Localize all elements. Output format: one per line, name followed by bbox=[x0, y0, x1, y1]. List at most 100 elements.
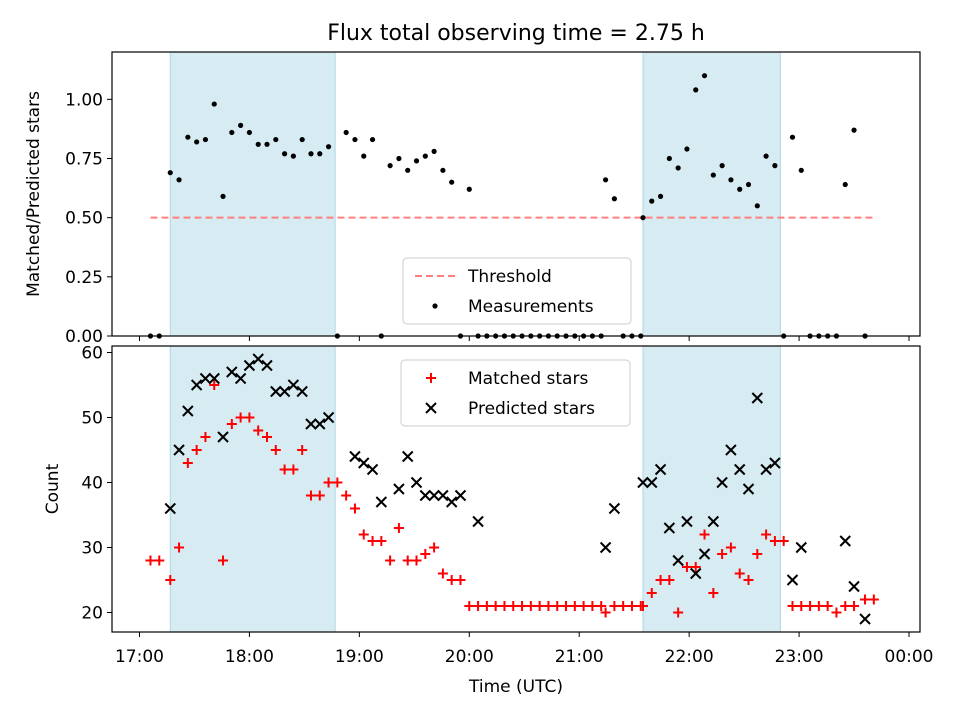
measurement-point bbox=[361, 153, 367, 159]
matched-point bbox=[367, 536, 378, 546]
measurement-point bbox=[308, 151, 314, 157]
measurement-point bbox=[431, 148, 437, 154]
matched-point bbox=[708, 588, 719, 598]
matched-point bbox=[235, 412, 246, 423]
x-tick-label: 19:00 bbox=[335, 647, 384, 667]
predicted-point bbox=[419, 489, 432, 502]
matched-point bbox=[664, 575, 675, 585]
matched-point bbox=[690, 562, 701, 572]
matched-point bbox=[578, 601, 589, 611]
measurement-point bbox=[611, 196, 617, 202]
measurement-point bbox=[273, 136, 279, 143]
matched-point bbox=[262, 432, 273, 442]
matched-point bbox=[323, 477, 334, 488]
measurement-point bbox=[176, 177, 182, 183]
matched-point bbox=[552, 601, 563, 611]
y-axis-label: Count bbox=[43, 463, 63, 514]
axes-frame bbox=[111, 51, 921, 337]
measurement-point bbox=[325, 144, 332, 150]
predicted-point bbox=[270, 385, 282, 398]
matched-point bbox=[376, 536, 387, 546]
measurement-point bbox=[396, 155, 402, 162]
matched-point bbox=[154, 555, 165, 566]
matched-point bbox=[305, 490, 316, 501]
matched-point bbox=[778, 536, 789, 546]
matched-point bbox=[609, 601, 620, 611]
measurement-point bbox=[763, 153, 769, 159]
measurement-point bbox=[185, 134, 191, 140]
matched-point bbox=[270, 445, 281, 455]
matched-point bbox=[209, 380, 220, 390]
measurement-point bbox=[772, 163, 778, 169]
measurement-point bbox=[194, 139, 200, 145]
y-tick-label: 60 bbox=[81, 344, 103, 364]
predicted-point bbox=[454, 489, 467, 502]
predicted-point bbox=[725, 444, 737, 456]
matched-point bbox=[508, 601, 519, 611]
y-tick-label: 40 bbox=[81, 474, 103, 494]
matched-point bbox=[840, 601, 851, 611]
measurement-point bbox=[246, 129, 253, 136]
matched-point bbox=[646, 588, 657, 598]
matched-point bbox=[393, 523, 404, 533]
predicted-point bbox=[599, 541, 612, 554]
axes-frame bbox=[111, 345, 921, 633]
matched-point bbox=[481, 601, 492, 611]
predicted-point bbox=[839, 535, 851, 547]
predicted-point bbox=[173, 444, 185, 456]
matched-point bbox=[743, 575, 754, 585]
matched-point bbox=[831, 607, 842, 618]
matched-point bbox=[288, 464, 299, 475]
matched-point bbox=[244, 412, 255, 423]
matched-point bbox=[182, 458, 193, 468]
predicted-point bbox=[278, 385, 291, 398]
x-tick-label: 20:00 bbox=[445, 647, 494, 667]
shaded-span bbox=[642, 345, 781, 633]
matched-point bbox=[796, 601, 807, 611]
predicted-point bbox=[786, 574, 799, 586]
legend-predicted-swatch bbox=[425, 402, 437, 414]
measurement-point bbox=[657, 193, 664, 199]
matched-point bbox=[464, 601, 475, 611]
top-panel: 0.00 0.25 0.50 0.75 1.00 Matched/Predicted st… bbox=[24, 51, 921, 347]
predicted-point bbox=[393, 483, 405, 495]
measurement-point bbox=[440, 167, 446, 173]
predicted-point bbox=[358, 457, 370, 469]
predicted-point bbox=[707, 515, 720, 528]
matched-point bbox=[655, 575, 666, 585]
legend-measurement-label: Measurements bbox=[468, 297, 594, 317]
matched-point bbox=[673, 607, 684, 618]
matched-point bbox=[411, 555, 422, 566]
matched-point bbox=[699, 529, 710, 540]
predicted-point bbox=[751, 392, 764, 404]
matched-point bbox=[145, 555, 156, 566]
matched-point bbox=[253, 425, 264, 436]
predicted-point bbox=[795, 541, 807, 554]
predicted-point bbox=[261, 359, 273, 372]
predicted-point bbox=[243, 359, 256, 372]
predicted-point bbox=[734, 463, 746, 476]
y-tick-label: 0.25 bbox=[65, 268, 103, 288]
predicted-point bbox=[375, 496, 388, 508]
measurement-point bbox=[693, 87, 699, 93]
matched-point bbox=[569, 601, 580, 611]
matched-point bbox=[805, 601, 816, 611]
predicted-point bbox=[234, 372, 247, 385]
measurement-point bbox=[290, 153, 296, 159]
figure-title: Flux total observing time = 2.75 h bbox=[327, 21, 705, 46]
matched-point bbox=[561, 601, 572, 611]
y-tick-label: 0.00 bbox=[65, 327, 103, 347]
measurement-point bbox=[229, 129, 235, 136]
predicted-point bbox=[472, 515, 484, 528]
predicted-point bbox=[769, 457, 781, 469]
matched-point bbox=[596, 601, 607, 611]
matched-point bbox=[446, 575, 457, 585]
measurement-point bbox=[842, 181, 848, 188]
measurement-point bbox=[737, 186, 743, 192]
measurement-point bbox=[422, 153, 428, 159]
y-tick-label: 1.00 bbox=[65, 90, 103, 110]
measurement-point bbox=[352, 136, 358, 143]
matched-point bbox=[385, 555, 396, 566]
legend-box bbox=[402, 257, 632, 325]
predicted-point bbox=[716, 476, 728, 489]
